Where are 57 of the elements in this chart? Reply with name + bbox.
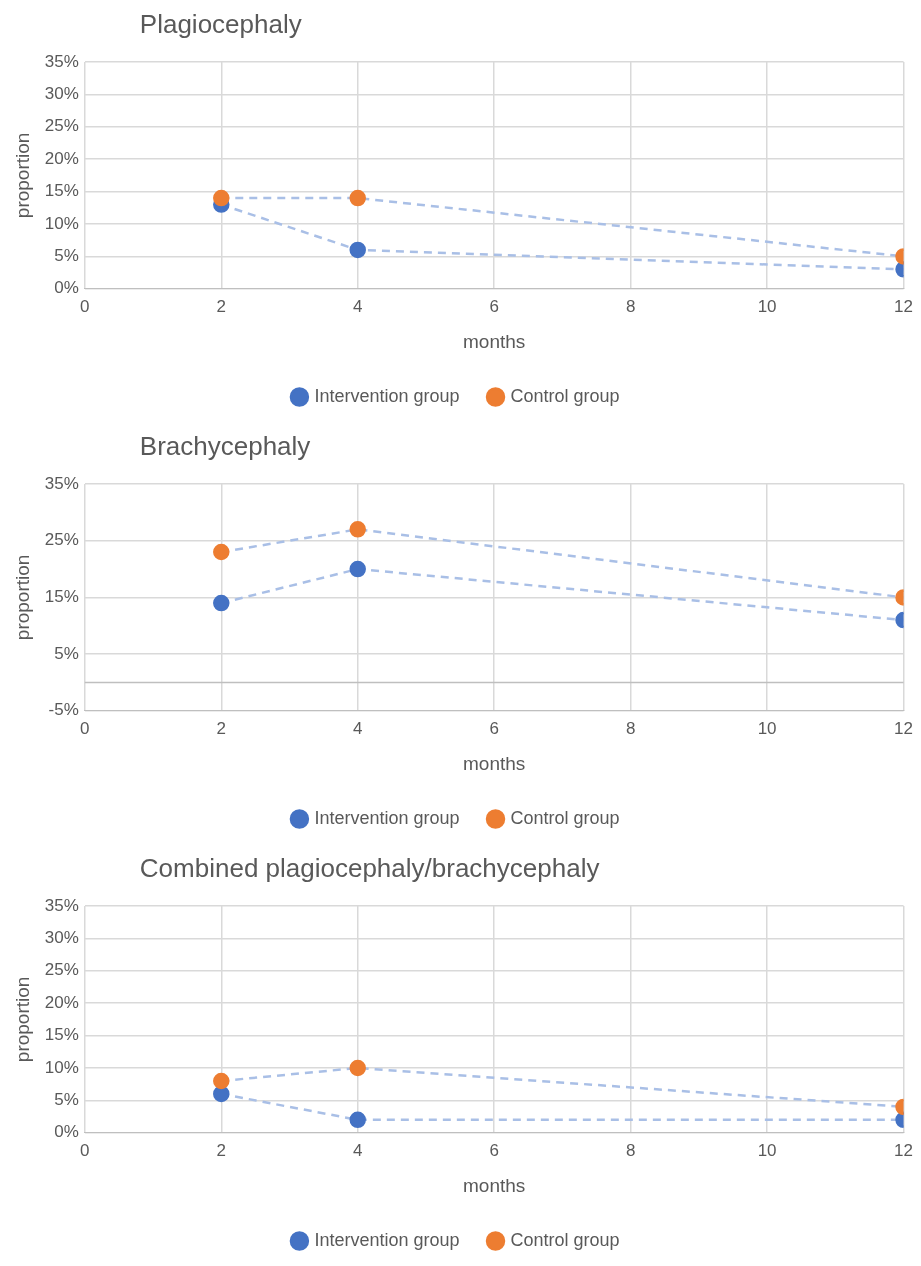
x-tick-label: 4 xyxy=(353,718,363,738)
x-axis-title: months xyxy=(463,752,526,774)
x-tick-label: 4 xyxy=(353,1140,363,1160)
x-axis-title: months xyxy=(463,330,526,352)
y-axis-title: proportion xyxy=(11,554,33,641)
y-tick-label: 5% xyxy=(54,246,79,266)
y-tick-label: 35% xyxy=(44,895,79,915)
y-tick-label: 0% xyxy=(54,1122,79,1142)
x-tick-label: 10 xyxy=(757,718,777,738)
legend-label: Intervention group xyxy=(314,385,460,406)
legend-label: Control group xyxy=(510,385,620,406)
chart-title: Brachycephaly xyxy=(139,431,311,462)
y-tick-label: 25% xyxy=(44,530,79,550)
x-tick-label: 8 xyxy=(625,296,636,316)
x-tick-label: 6 xyxy=(489,718,499,738)
chart-title: Plagiocephaly xyxy=(139,9,302,40)
y-tick-label: 25% xyxy=(44,116,79,136)
legend-label: Control group xyxy=(510,1229,620,1250)
y-tick-label: 10% xyxy=(44,213,79,233)
y-tick-label: 35% xyxy=(44,473,79,493)
y-axis-title: proportion xyxy=(11,976,33,1063)
x-tick-label: 0 xyxy=(80,1140,90,1160)
x-tick-label: 0 xyxy=(80,296,90,316)
x-tick-label: 10 xyxy=(757,296,777,316)
x-tick-label: 12 xyxy=(894,1140,914,1160)
y-tick-label: 0% xyxy=(54,278,79,298)
y-tick-label: 15% xyxy=(44,587,79,607)
x-tick-label: 0 xyxy=(80,718,90,738)
legend-label: Control group xyxy=(510,807,620,828)
y-tick-label: 20% xyxy=(44,992,79,1012)
y-tick-label: 5% xyxy=(54,643,79,663)
x-tick-label: 12 xyxy=(894,296,914,316)
x-tick-label: 6 xyxy=(489,1140,499,1160)
x-axis-title: months xyxy=(463,1174,526,1196)
chart-title: Combined plagiocephaly/brachycephaly xyxy=(139,853,600,884)
y-tick-label: 15% xyxy=(44,1025,79,1045)
y-tick-label: 10% xyxy=(44,1057,79,1077)
y-tick-label: 30% xyxy=(44,928,79,948)
x-tick-label: 2 xyxy=(216,718,227,738)
x-tick-label: 10 xyxy=(757,1140,777,1160)
y-tick-label: 35% xyxy=(44,51,79,71)
y-tick-label: 5% xyxy=(54,1090,79,1110)
legend-label: Intervention group xyxy=(314,1229,460,1250)
x-tick-label: 6 xyxy=(489,296,499,316)
y-tick-label: 30% xyxy=(44,84,79,104)
x-tick-label: 8 xyxy=(625,1140,636,1160)
y-tick-label: -5% xyxy=(48,700,79,720)
x-tick-label: 8 xyxy=(625,718,636,738)
y-tick-label: 15% xyxy=(44,181,79,201)
y-axis-title: proportion xyxy=(11,132,33,219)
x-tick-label: 12 xyxy=(894,718,914,738)
x-tick-label: 4 xyxy=(353,296,363,316)
y-tick-label: 20% xyxy=(44,148,79,168)
y-tick-label: 25% xyxy=(44,960,79,980)
x-tick-label: 2 xyxy=(216,296,227,316)
x-tick-label: 2 xyxy=(216,1140,227,1160)
legend-label: Intervention group xyxy=(314,807,460,828)
